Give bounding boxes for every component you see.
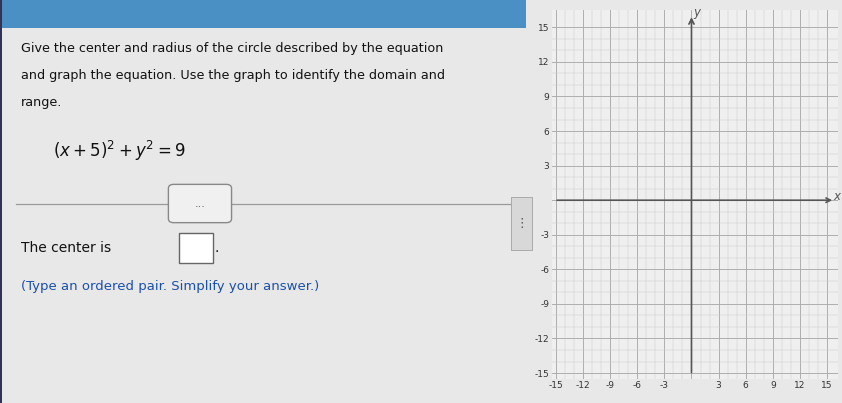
Text: .: . — [215, 241, 219, 255]
Text: y: y — [694, 6, 701, 19]
Text: and graph the equation. Use the graph to identify the domain and: and graph the equation. Use the graph to… — [21, 69, 445, 82]
Text: ...: ... — [195, 199, 205, 208]
Text: x: x — [834, 190, 840, 203]
Text: ⋮: ⋮ — [515, 217, 528, 230]
Text: $(x+5)^2+y^2=9$: $(x+5)^2+y^2=9$ — [52, 139, 185, 163]
Text: (Type an ordered pair. Simplify your answer.): (Type an ordered pair. Simplify your ans… — [21, 280, 319, 293]
Text: The center is: The center is — [21, 241, 111, 255]
FancyBboxPatch shape — [168, 185, 232, 222]
Bar — [0, 0, 2, 403]
FancyBboxPatch shape — [179, 233, 213, 263]
Bar — [0, 0, 526, 28]
Text: range.: range. — [21, 96, 62, 109]
Text: Give the center and radius of the circle described by the equation: Give the center and radius of the circle… — [21, 42, 444, 55]
